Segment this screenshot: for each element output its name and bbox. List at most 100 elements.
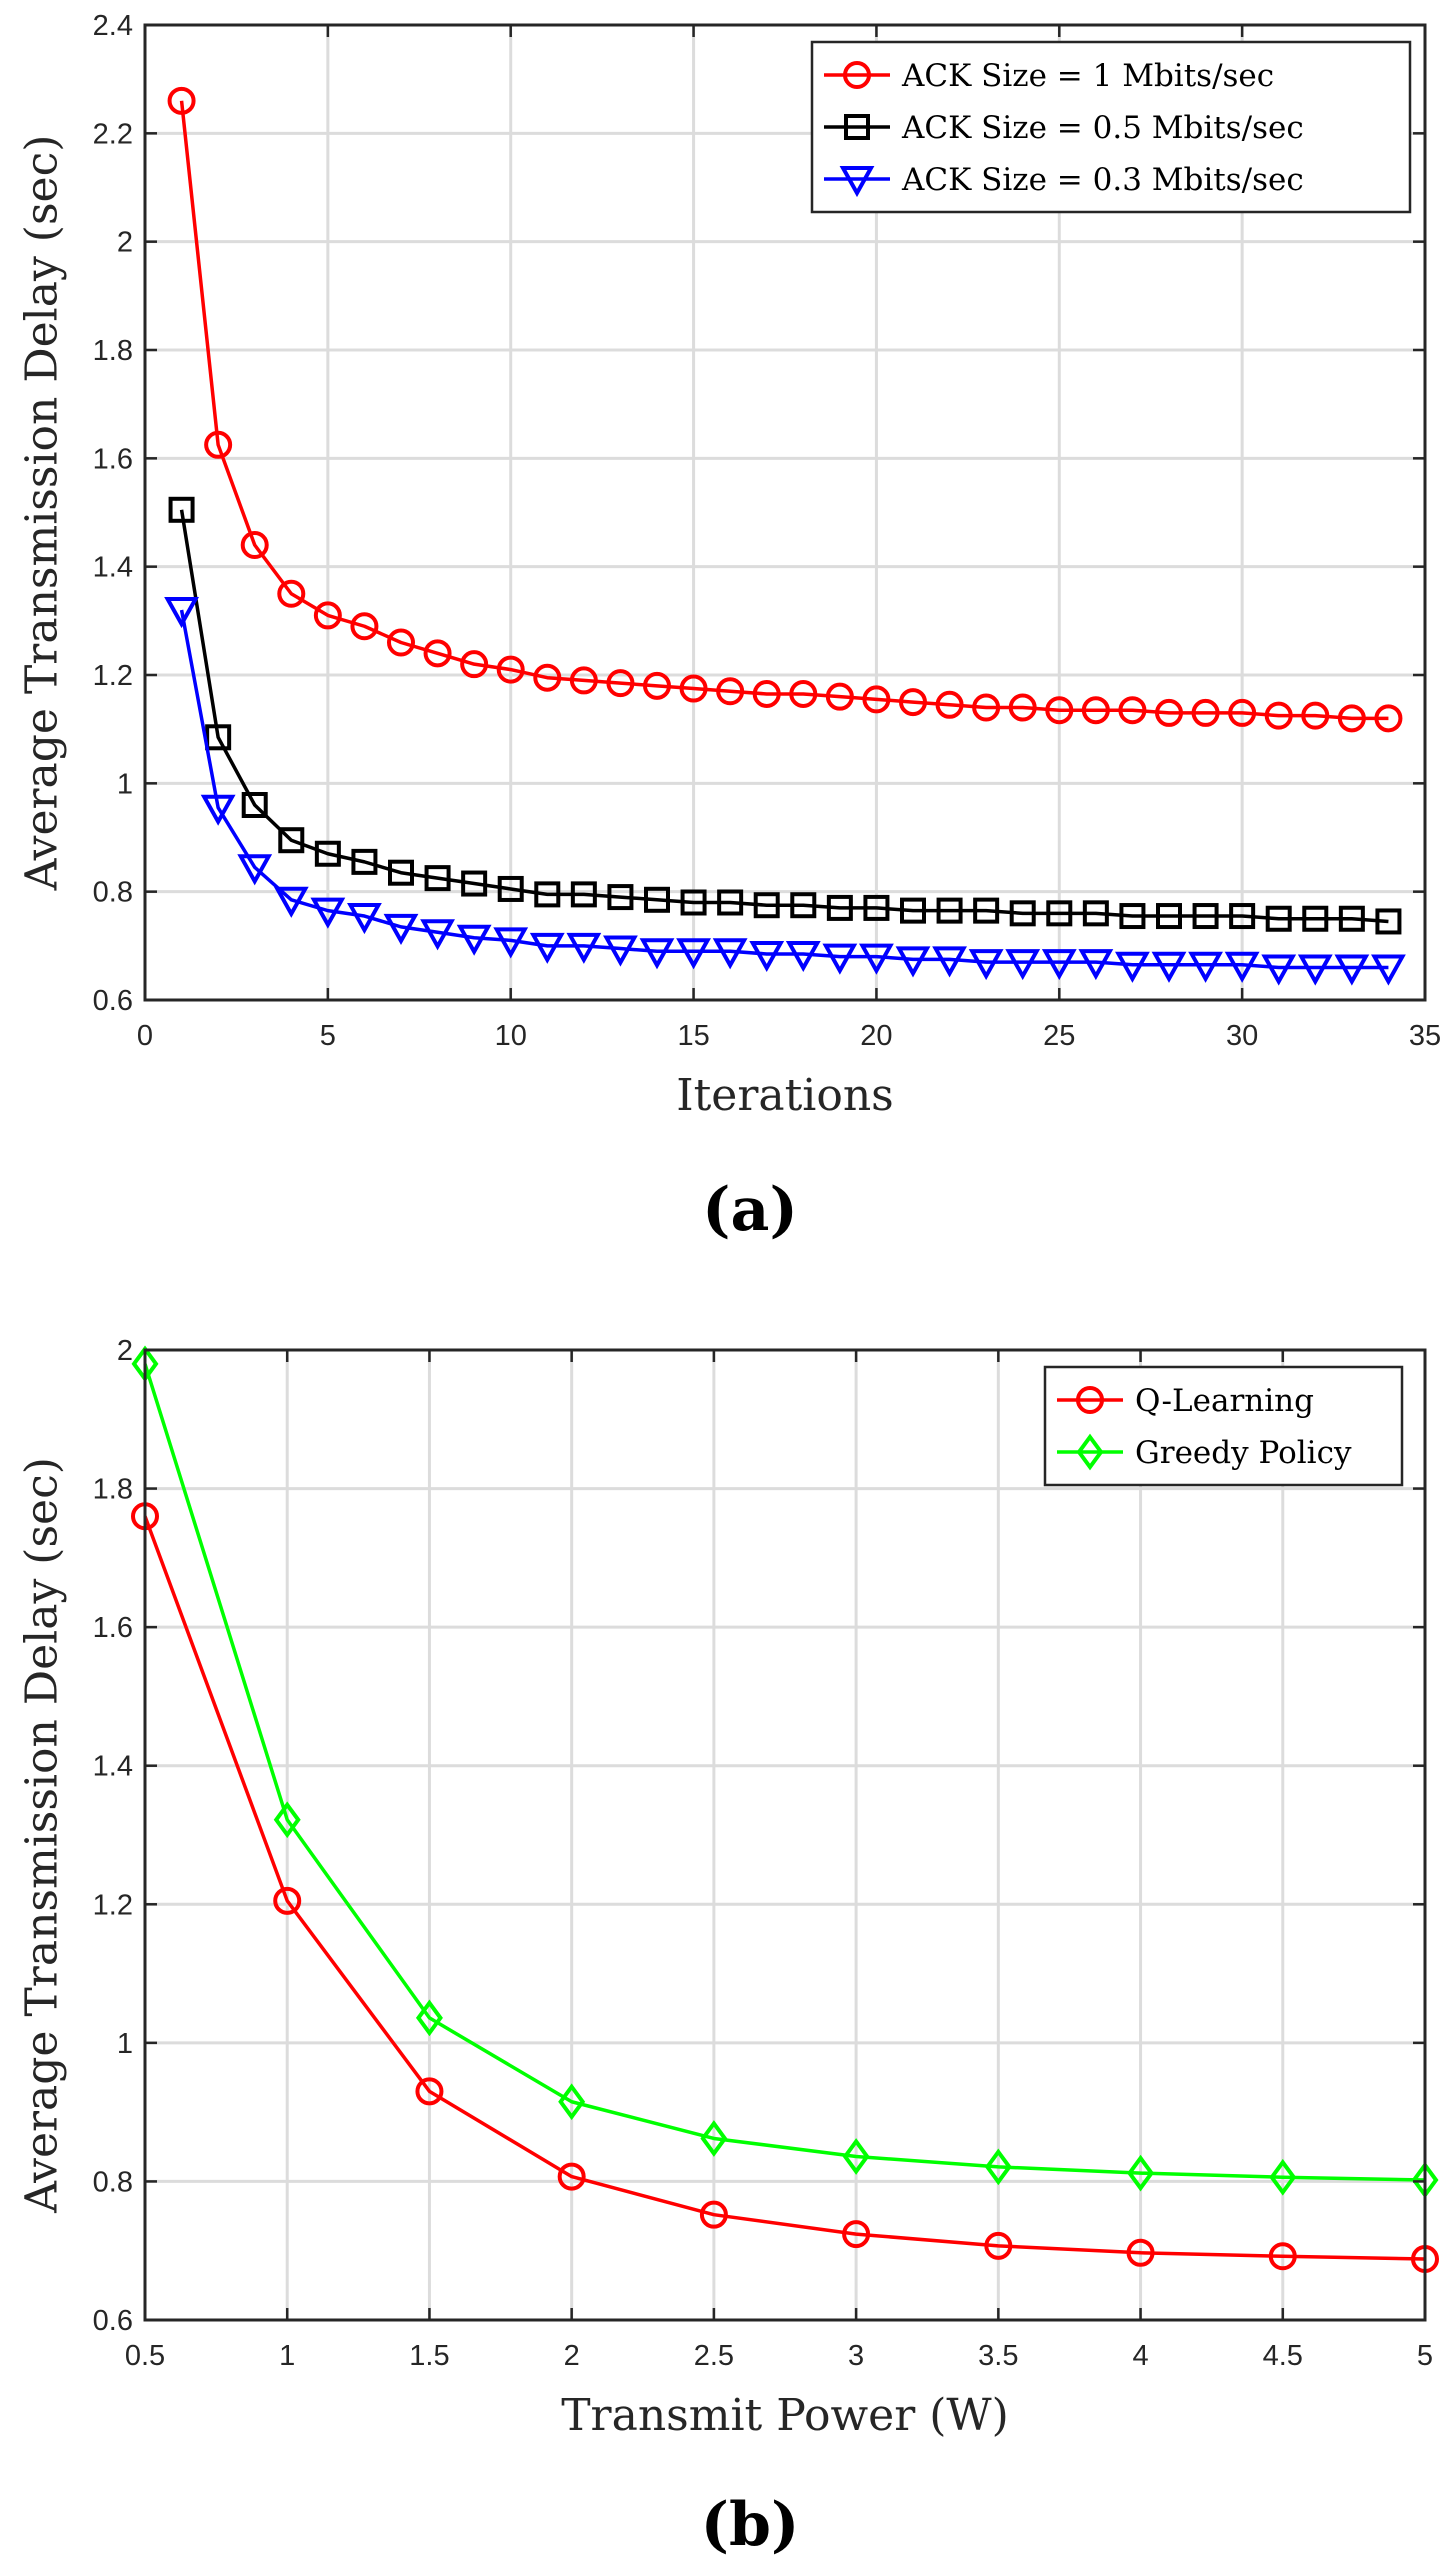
y-tick-label: 1.4 [93,552,133,584]
y-tick-label: 1 [117,768,133,800]
data-point [606,669,635,698]
data-point [423,639,452,668]
data-point [273,886,309,918]
x-tick-label: 35 [1409,1020,1441,1052]
x-tick-label: 25 [1043,1020,1075,1052]
data-point [1118,696,1147,725]
x-tick-label: 1 [279,2340,295,2372]
data-point [1151,951,1187,983]
data-point [164,597,199,629]
x-tick-label: 0.5 [125,2340,165,2372]
data-point [313,601,342,630]
data-point [752,679,781,708]
data-point [822,943,858,975]
data-point [785,940,821,973]
legend-label: ACK Size = 1 Mbits/sec [901,58,1274,94]
data-point [1119,903,1146,930]
x-tick-label: 20 [860,1020,892,1052]
x-tick-label: 5 [1417,2340,1433,2372]
y-tick-label: 2.4 [93,10,133,42]
series-1 [168,496,1402,935]
y-axis-label: Average Transmission Delay (sec) [17,1457,68,2214]
data-point [241,792,268,818]
series-line [143,1363,1426,2182]
data-point [1302,905,1329,932]
data-point [240,531,269,559]
data-point [825,682,854,711]
legend-box [810,40,1412,214]
figure-caption: (b) [701,2490,800,2560]
data-point [1375,908,1402,935]
data-point [1191,698,1220,727]
x-axis-label: Iterations [676,1070,894,1121]
data-point [277,579,306,608]
y-tick-label: 1.6 [93,1612,133,1644]
data-point [712,938,748,970]
data-point [1041,949,1077,981]
x-tick-label: 4 [1132,2340,1148,2372]
data-point [310,897,346,929]
data-point [493,927,529,959]
data-point [200,794,236,826]
data-point [1115,951,1150,983]
legend-label: Q-Learning [1135,1383,1314,1419]
chart-a: 0 5 10 15 20 25 30 35 0.6 0.8 1 1.2 1.4 1.6 1.8 2 2.2 2.4… [17,10,1442,1245]
data-point [863,894,890,921]
x-tick-label: 10 [495,1020,527,1052]
data-point [456,924,492,956]
data-point [973,897,1000,924]
data-point [1082,900,1109,927]
x-tick-label: 2 [564,2340,580,2372]
data-point [679,674,708,703]
data-point [566,932,602,964]
data-point [603,935,638,967]
axes-box [143,23,1427,1002]
data-point [984,2148,1012,2186]
legend-marker [844,114,870,140]
x-tick-label: 3.5 [978,2340,1018,2372]
series-line [179,509,1389,924]
data-point [415,2077,444,2106]
data-point [273,1886,302,1915]
y-tick-label: 0.6 [93,2305,133,2337]
plot-area [145,1350,1425,2320]
data-point [570,881,597,908]
data-point [314,840,341,867]
y-tick-label: 0.8 [93,2166,133,2198]
data-point [1371,954,1406,986]
data-point [899,688,927,717]
legend-marker [1076,1433,1104,1471]
chart-b: 0.5 1 1.5 2 2.5 3 3.5 4 4.5 5 0.6 0.8 1 1.2 1.4 1.6 1.8 2… [17,1335,1439,2560]
data-point [496,655,525,684]
data-point [237,854,273,886]
legend-marker [839,166,875,198]
legend: Q-Learning Greedy Policy [1043,1365,1404,1487]
data-point [749,940,785,973]
series-2 [164,597,1406,986]
data-point [968,949,1004,981]
data-point [862,685,891,714]
data-point [1264,701,1293,730]
y-tick-label: 1.6 [93,443,133,475]
data-point [1301,701,1330,730]
y-tick-label: 0.8 [93,877,133,909]
axes-box [143,1348,1427,2322]
data-point [168,496,195,523]
data-point [273,1801,301,1839]
data-point [859,943,894,975]
data-point [826,894,853,921]
data-point [204,430,233,459]
data-point [557,2162,586,2191]
y-tick-label: 2 [117,1335,133,1367]
data-point [205,724,232,751]
y-tick-label: 1 [117,2028,133,2060]
data-point [1126,2238,1155,2267]
data-point [900,897,926,924]
data-point [1045,696,1074,725]
data-point [461,870,488,897]
data-point [1046,900,1073,927]
series-0 [167,86,1403,733]
data-point [533,663,562,692]
legend: ACK Size = 1 Mbits/sec ACK Size = 0.5 Mbi… [810,40,1412,214]
data-point [1127,2154,1155,2192]
